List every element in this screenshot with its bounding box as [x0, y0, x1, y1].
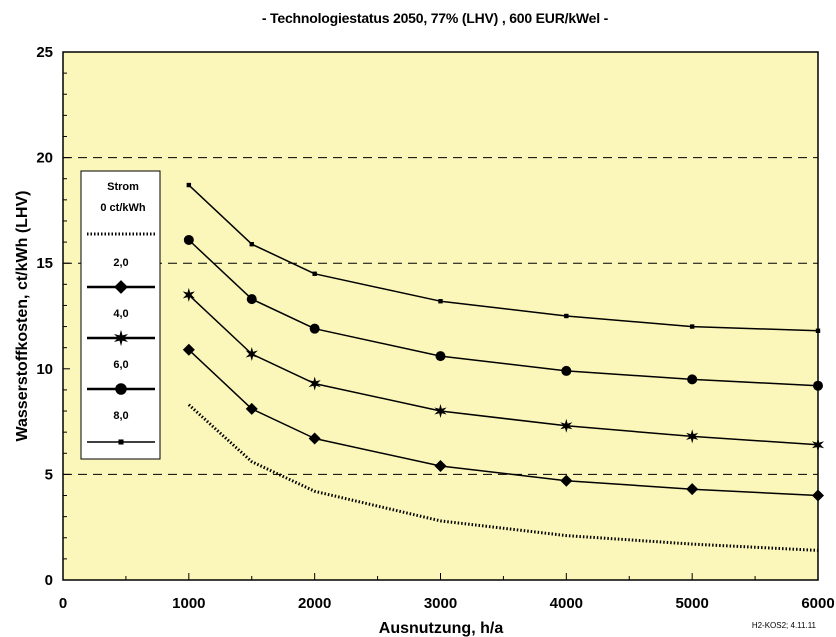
legend-label: 8,0 — [113, 410, 128, 422]
star-marker — [686, 429, 699, 444]
x-axis-title: Ausnutzung, h/a — [379, 620, 504, 637]
grid-lines — [63, 157, 818, 475]
plot-area — [62, 51, 819, 581]
series — [187, 403, 819, 552]
x-tick-label: 4000 — [550, 595, 583, 612]
star-marker — [245, 347, 258, 361]
x-tick-labels: 0 1000 2000 3000 4000 5000 6000 — [59, 595, 835, 612]
circle-marker — [309, 323, 320, 334]
series — [183, 234, 823, 391]
square-marker — [118, 439, 124, 445]
series-line — [187, 403, 819, 552]
y-tick-labels: 0 5 10 15 20 25 — [36, 44, 53, 589]
y-axis-title: Wasserstoffkosten, ct/kWh (LHV) — [14, 191, 31, 442]
star-marker — [114, 329, 128, 347]
diamond-marker — [245, 402, 258, 415]
y-tick-label: 5 — [45, 466, 53, 483]
x-tick-label: 0 — [59, 595, 67, 612]
star-marker — [308, 376, 321, 391]
y-tick-label: 15 — [36, 255, 53, 272]
legend-items: 2,0 4,0 6,0 8,0 — [87, 232, 155, 445]
diamond-marker — [182, 343, 195, 356]
legend-title: Strom — [107, 181, 139, 193]
axis-ticks — [62, 51, 819, 581]
y-tick-label: 25 — [36, 44, 53, 61]
circle-marker — [813, 380, 823, 391]
y-tick-label: 20 — [36, 150, 53, 167]
legend-label: 6,0 — [113, 359, 128, 371]
y-tick-label: 0 — [45, 572, 53, 589]
x-tick-label: 2000 — [298, 595, 331, 612]
star-marker — [434, 404, 447, 418]
legend-subtitle: 0 ct/kWh — [100, 202, 146, 214]
diamond-marker — [114, 280, 128, 294]
square-marker — [815, 328, 821, 333]
diamond-marker — [434, 459, 447, 472]
diamond-marker — [686, 483, 699, 496]
x-tick-label: 6000 — [801, 595, 834, 612]
diamond-marker — [560, 474, 573, 487]
series-layer — [182, 182, 825, 552]
circle-marker — [561, 365, 572, 376]
legend-label: 4,0 — [113, 308, 128, 320]
circle-marker — [246, 294, 257, 305]
square-marker — [438, 299, 443, 304]
star-marker — [182, 287, 195, 302]
series — [182, 343, 824, 502]
circle-marker — [687, 374, 698, 385]
square-marker — [186, 182, 192, 188]
square-marker — [689, 324, 695, 329]
diamond-marker — [812, 489, 824, 502]
x-tick-label: 1000 — [172, 595, 205, 612]
series — [182, 287, 825, 452]
x-tick-label: 3000 — [424, 595, 457, 612]
footnote: H2-KOS2; 4.11.11 — [752, 621, 817, 630]
star-marker — [811, 437, 825, 452]
x-tick-label: 5000 — [675, 595, 708, 612]
square-marker — [564, 313, 569, 319]
circle-marker — [435, 351, 446, 362]
y-tick-label: 10 — [36, 361, 53, 378]
square-marker — [249, 241, 254, 247]
legend-label: 2,0 — [113, 257, 128, 269]
legend: Strom 0 ct/kWh 2,0 4,0 6,0 8,0 — [80, 170, 161, 460]
square-marker — [312, 271, 317, 276]
circle-marker — [115, 383, 127, 395]
legend-box — [80, 170, 161, 460]
diamond-marker — [308, 432, 321, 445]
star-marker — [560, 418, 573, 433]
series — [186, 182, 821, 333]
circle-marker — [183, 234, 194, 245]
chart-title: - Technologiestatus 2050, 77% (LHV) , 60… — [262, 10, 609, 26]
